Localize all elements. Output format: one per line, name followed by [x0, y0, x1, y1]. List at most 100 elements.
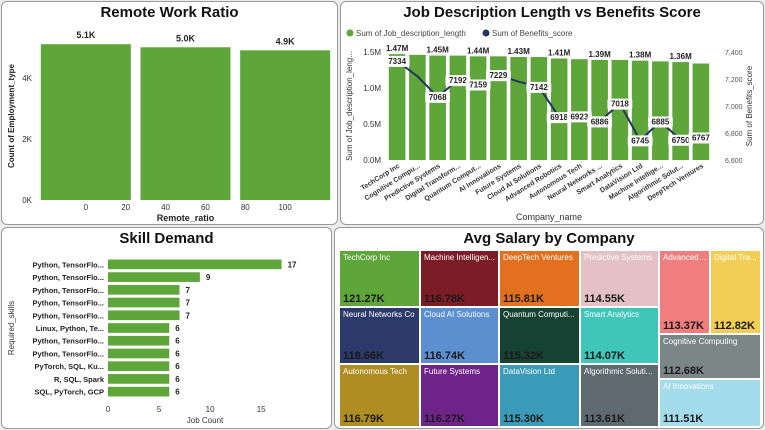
bar [550, 58, 568, 161]
bar [591, 59, 608, 160]
bar [490, 56, 507, 160]
x-tick-label: 0 [106, 405, 111, 414]
treemap-tile[interactable]: Machine Intelligen... 116.78K [420, 250, 499, 307]
data-label: 6 [175, 337, 180, 346]
data-label: 6 [175, 375, 180, 384]
treemap-tile[interactable]: Autonomous Tech 116.79K [339, 364, 420, 427]
y-axis-title: Count of Employment_type [7, 63, 16, 168]
bar-data-label: 1.43M [508, 47, 531, 56]
category-label: Python, TensorFlo... [32, 299, 104, 308]
treemap-tile[interactable]: DeepTech Ventures 115.81K [499, 250, 580, 307]
bar [652, 61, 669, 160]
tile-company-name: DeepTech Ventures [503, 253, 573, 262]
line-data-label: 7068 [429, 93, 447, 102]
bar-data-label: 1.44M [467, 46, 490, 55]
skill-demand-chart: Python, TensorFlo... 17 Python, TensorFlo.… [7, 259, 297, 425]
line-data-label: 6918 [550, 113, 568, 122]
job-desc-chart: Sum of Job_description_length Sum of Bene… [345, 29, 754, 222]
tile-company-name: Predictive Systems [584, 253, 653, 262]
bar [108, 272, 200, 282]
tile-avg-salary: 114.07K [584, 350, 625, 362]
line-label-bg [425, 91, 451, 103]
category-label: Python, TensorFlo... [32, 273, 104, 282]
x-tick-label: 60 [201, 203, 210, 212]
avg-salary-treemap: TechCorp Inc 121.27K Neural Networks Co 118… [339, 250, 761, 427]
tile-avg-salary: 115.81K [503, 293, 544, 305]
treemap-tile[interactable]: Quantum Computi... 115.32K [499, 307, 580, 364]
category-label: Python, TensorFlo... [32, 286, 104, 295]
bar [108, 361, 170, 372]
bar [429, 55, 446, 160]
bar [108, 323, 170, 333]
tile-company-name: Cognitive Computing [663, 337, 738, 346]
line-label-bg [607, 98, 633, 110]
treemap-tile[interactable]: TechCorp Inc 121.27K [339, 250, 420, 307]
y-axis-title: Required_skills [7, 301, 16, 355]
line-label-bg [384, 55, 410, 67]
y-tick-label: 4K [22, 74, 32, 83]
treemap-tile[interactable]: AI Innovations 111.51K [659, 379, 761, 427]
line-label-bg [688, 132, 714, 144]
category-label: Linux, Python, Te... [36, 324, 104, 333]
line-label-bg [465, 79, 491, 91]
line-data-label: 6923 [570, 112, 588, 121]
treemap-tile[interactable]: Cloud AI Solutions 116.74K [420, 307, 499, 364]
bar [469, 56, 487, 160]
data-label: 7 [185, 286, 190, 295]
remote-ratio-panel: Remote Work Ratio 0K 2K 4K 5.1K 5.0K 4.9K 0 20 4… [1, 1, 338, 225]
data-label: 5.0K [176, 33, 196, 43]
bar [108, 386, 170, 397]
x-tick-label: 80 [241, 203, 250, 212]
y-tick-label: 1.5M [363, 48, 381, 57]
category-label: Python, TensorFlo... [32, 337, 104, 346]
bar [108, 284, 180, 295]
line-data-label: 7159 [469, 81, 487, 90]
line-data-label: 6750 [672, 136, 690, 145]
line-data-label: 7334 [388, 57, 406, 66]
data-label: 17 [288, 260, 297, 269]
tile-avg-salary: 114.55K [584, 293, 625, 305]
y2-axis-title: Sum of Benefits_score [745, 65, 754, 146]
tile-company-name: Autonomous Tech [343, 367, 407, 376]
treemap-tile[interactable]: Algorithmic Soluti... 113.61K [580, 364, 659, 427]
line-label-bg [485, 70, 511, 82]
bar [108, 374, 170, 384]
tile-avg-salary: 112.82K [714, 320, 755, 332]
avg-salary-panel: Avg Salary by Company TechCorp Inc 121.27… [334, 227, 764, 429]
tile-avg-salary: 121.27K [343, 293, 385, 305]
bar [449, 55, 467, 160]
treemap-tile[interactable]: Smart Analytics 114.07K [580, 307, 659, 364]
treemap-tile[interactable]: Advanced ... 113.37K [659, 250, 710, 334]
treemap-tile[interactable]: DataVision Ltd 115.30K [499, 364, 580, 427]
treemap-tile[interactable]: Cognitive Computing 112.68K [659, 334, 761, 379]
job-desc-title: Job Description Length vs Benefits Score [403, 4, 701, 21]
line-data-label: 7192 [449, 76, 467, 85]
bar-data-label: 1.45M [427, 46, 450, 55]
line-label-bg [587, 116, 613, 128]
data-label: 6 [175, 324, 180, 333]
data-label: 7 [185, 311, 190, 320]
tile-company-name: AI Innovations [663, 382, 714, 391]
tile-company-name: TechCorp Inc [343, 253, 391, 262]
y-tick-label: 0.0M [363, 156, 381, 165]
line-data-label: 7142 [530, 83, 548, 92]
treemap-tile[interactable]: Future Systems 116.27K [420, 364, 499, 427]
treemap-tile[interactable]: Digital Tra... 112.82K [710, 250, 761, 334]
category-label: R, SQL, Spark [54, 375, 105, 384]
bar [388, 54, 406, 160]
treemap-tile[interactable]: Predictive Systems 114.55K [580, 250, 659, 307]
x-tick-label: 5 [157, 405, 162, 414]
data-label: 9 [206, 273, 211, 282]
bar [240, 50, 331, 201]
data-label: 7 [185, 299, 190, 308]
x-tick-label: 100 [278, 203, 292, 212]
data-label: 6 [175, 349, 180, 358]
data-label: 6 [175, 388, 180, 397]
line-label-bg [566, 111, 592, 123]
treemap-tile[interactable]: Neural Networks Co 118.66K [339, 307, 420, 364]
y-axis-title: Sum of Job_description_leng... [345, 51, 354, 161]
bar-data-label: 1.39M [589, 50, 612, 59]
avg-salary-title: Avg Salary by Company [463, 230, 635, 247]
data-label: 4.9K [276, 36, 296, 46]
line-label-bg [546, 112, 572, 124]
